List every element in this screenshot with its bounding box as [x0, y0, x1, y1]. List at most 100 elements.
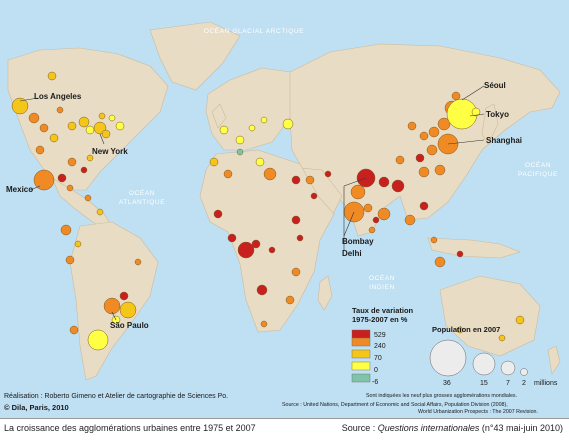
legend-pop-unit: millions: [534, 380, 558, 387]
city-circle: [85, 125, 95, 135]
city-circle: [223, 169, 233, 179]
city-circle: [451, 91, 461, 101]
credit-copyright: © Dila, Paris, 2010: [4, 403, 69, 412]
city-circle: [260, 320, 268, 328]
city-circle: [391, 179, 405, 193]
city-label-bombay: Bombay: [342, 237, 374, 246]
caption-source-publication: Questions internationales: [377, 423, 480, 433]
city-circle: [35, 145, 45, 155]
legend-pop-value-2: 2: [522, 380, 526, 387]
city-circle: [251, 239, 261, 249]
city-label-los-angeles: Los Angeles: [34, 92, 82, 101]
city-label-delhi: Delhi: [342, 249, 362, 258]
city-circle: [119, 291, 129, 301]
city-circle: [57, 173, 67, 183]
legend-population: Population en 2007 36 15 7 2 millions: [429, 325, 558, 387]
city-circle: [115, 121, 125, 131]
legend-rate: Taux de variation 1975-2007 en % 529 240…: [351, 306, 414, 386]
legend-swatch-240: [351, 337, 371, 347]
city-circle: [86, 154, 94, 162]
city-circle: [80, 166, 88, 174]
city-circle: [69, 325, 79, 335]
leader-lines: [19, 85, 485, 321]
city-circle: [74, 240, 82, 248]
city-circle: [263, 167, 277, 181]
city-circle: [434, 164, 446, 176]
ocean-label-atlantic-1: OCÉAN: [129, 188, 155, 197]
legend-pop-title: Population en 2007: [432, 325, 500, 334]
city-circle: [418, 166, 430, 178]
city-circle: [11, 97, 29, 115]
city-circle: [419, 201, 429, 211]
legend-swatch-70: [351, 349, 371, 359]
caption-bar: La croissance des agglomérations urbaine…: [0, 418, 569, 440]
city-circle: [437, 117, 451, 131]
city-circle: [101, 129, 111, 139]
city-circle: [377, 207, 391, 221]
city-circle: [515, 315, 525, 325]
city-circle: [67, 157, 77, 167]
city-circle: [368, 226, 376, 234]
city-labels: Los Angeles New York Mexico São Paulo Sé…: [6, 81, 522, 330]
legend-rate-title-2: 1975-2007 en %: [352, 315, 408, 324]
city-circle: [395, 155, 405, 165]
credit-realisation: Réalisation : Roberto Gimeno et Atelier …: [4, 393, 229, 400]
legend-rate-title-1: Taux de variation: [352, 306, 414, 315]
city-circle: [260, 116, 268, 124]
city-circle: [49, 133, 59, 143]
legend-pop-value-15: 15: [480, 380, 488, 387]
map-source-2: World Urbanization Prospects : The 2007 …: [418, 409, 538, 415]
city-circle: [248, 124, 256, 132]
city-circle: [305, 175, 315, 185]
legend-value-neg6: -6: [372, 379, 378, 386]
city-circle: [256, 284, 268, 296]
city-circle: [78, 116, 90, 128]
ocean-label-pacific-2: PACIFIQUE: [518, 171, 558, 178]
city-label-shanghai: Shanghai: [486, 136, 522, 145]
city-circle: [56, 106, 64, 114]
legend-swatch-neg6: [351, 373, 371, 383]
city-circle: [291, 215, 301, 225]
city-circle: [84, 194, 92, 202]
city-circle: [66, 184, 74, 192]
city-label-seoul: Séoul: [484, 81, 506, 90]
city-circle: [219, 125, 229, 135]
city-circle: [87, 329, 109, 351]
city-circle: [428, 126, 440, 138]
city-circle: [378, 176, 390, 188]
city-circle: [227, 233, 237, 243]
ocean-label-arctic: OCÉAN GLACIAL ARCTIQUE: [204, 26, 304, 35]
caption-source: Source : Questions internationales (n°43…: [342, 423, 563, 433]
city-circle: [96, 208, 104, 216]
city-circle: [282, 118, 294, 130]
city-circle: [363, 203, 373, 213]
caption-source-prefix: Source :: [341, 423, 378, 433]
city-circle: [419, 131, 429, 141]
city-label-sao-paulo: São Paulo: [110, 321, 149, 330]
city-circle: [415, 153, 425, 163]
legend-pop-value-7: 7: [506, 380, 510, 387]
legend-pop-value-36: 36: [443, 380, 451, 387]
city-circle: [456, 250, 464, 258]
city-circle: [255, 157, 265, 167]
city-circle: [108, 114, 116, 122]
city-label-tokyo: Tokyo: [486, 110, 509, 119]
legend-pop-circle-15: [472, 352, 496, 376]
city-circle: [291, 175, 301, 185]
legend-pop-circle-2: [520, 368, 528, 376]
city-circle: [39, 123, 49, 133]
caption-title: La croissance des agglomérations urbaine…: [4, 423, 256, 433]
city-circle: [296, 234, 304, 242]
legend-pop-circle-7: [500, 360, 516, 376]
map-source-1: Source : United Nations, Department of E…: [282, 402, 508, 408]
city-circle: [134, 258, 142, 266]
caption-source-issue: (n°43 mai-juin 2010): [479, 423, 563, 433]
ocean-labels: OCÉAN GLACIAL ARCTIQUE OCÉAN ATLANTIQUE …: [119, 26, 558, 291]
legend-swatch-0: [351, 361, 371, 371]
city-circle: [237, 241, 255, 259]
city-circle: [67, 121, 77, 131]
legend-value-240: 240: [374, 343, 386, 350]
city-circle: [268, 246, 276, 254]
city-label-new-york: New York: [92, 147, 128, 156]
city-circle: [324, 170, 332, 178]
